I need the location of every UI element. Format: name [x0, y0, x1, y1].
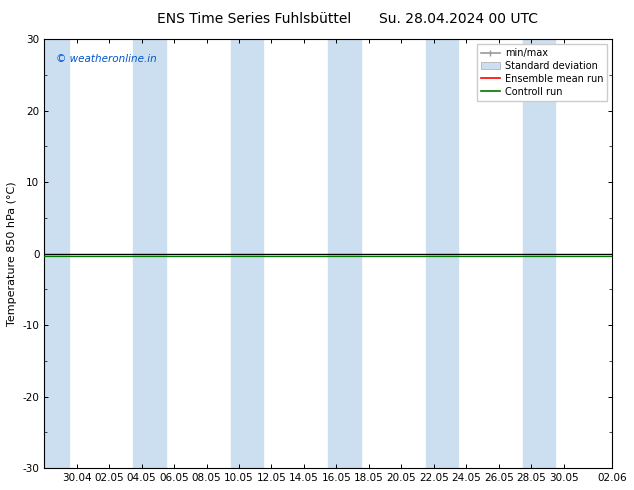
Bar	[425, 39, 458, 468]
Text: © weatheronline.in: © weatheronline.in	[56, 54, 157, 64]
Y-axis label: Temperature 850 hPa (°C): Temperature 850 hPa (°C)	[7, 181, 17, 326]
Bar	[44, 39, 68, 468]
Bar	[134, 39, 166, 468]
Bar	[231, 39, 263, 468]
Bar	[523, 39, 555, 468]
Bar	[328, 39, 361, 468]
Text: ENS Time Series Fuhlsbüttel: ENS Time Series Fuhlsbüttel	[157, 12, 351, 26]
Legend: min/max, Standard deviation, Ensemble mean run, Controll run: min/max, Standard deviation, Ensemble me…	[477, 44, 607, 100]
Text: Su. 28.04.2024 00 UTC: Su. 28.04.2024 00 UTC	[379, 12, 538, 26]
